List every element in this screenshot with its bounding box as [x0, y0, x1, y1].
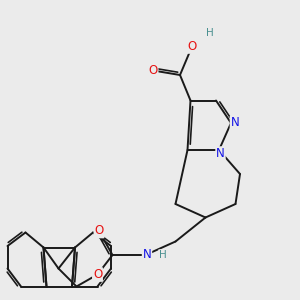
- Text: N: N: [230, 116, 239, 130]
- Text: N: N: [142, 248, 152, 262]
- Text: O: O: [93, 268, 102, 281]
- Text: N: N: [216, 147, 225, 160]
- Text: O: O: [148, 64, 158, 77]
- Text: H: H: [159, 250, 167, 260]
- Text: O: O: [94, 224, 103, 238]
- Text: H: H: [206, 28, 214, 38]
- Text: O: O: [188, 40, 196, 53]
